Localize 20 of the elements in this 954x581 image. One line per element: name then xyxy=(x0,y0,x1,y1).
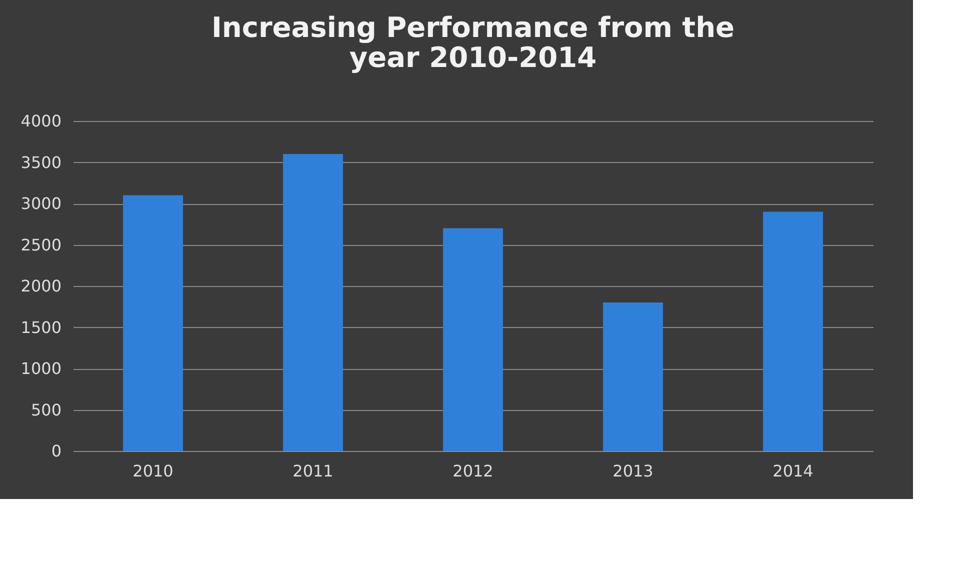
y-tick-label: 1500 xyxy=(20,318,62,337)
bar xyxy=(283,154,343,451)
text: Increasing Performance from the xyxy=(212,11,734,44)
bar xyxy=(763,212,823,451)
bar xyxy=(443,228,503,451)
y-tick-label: 2000 xyxy=(20,276,62,296)
x-tick-label: 2014 xyxy=(772,462,814,480)
y-tick-label: 500 xyxy=(30,400,62,420)
y-tick-label: 3500 xyxy=(20,152,62,172)
x-tick-label: 2010 xyxy=(132,462,174,480)
bar xyxy=(603,302,663,451)
y-tick-label: 4000 xyxy=(20,112,62,130)
x-tick-label: 2013 xyxy=(612,462,654,480)
x-tick-label: 2011 xyxy=(292,462,334,480)
y-tick-label: 1000 xyxy=(20,359,62,378)
y-tick-label: 3000 xyxy=(20,194,62,213)
y-tick-label: 0 xyxy=(51,442,62,460)
bar xyxy=(123,195,183,451)
x-tick-label: 2012 xyxy=(452,462,494,480)
y-tick-label: 2500 xyxy=(20,235,62,254)
